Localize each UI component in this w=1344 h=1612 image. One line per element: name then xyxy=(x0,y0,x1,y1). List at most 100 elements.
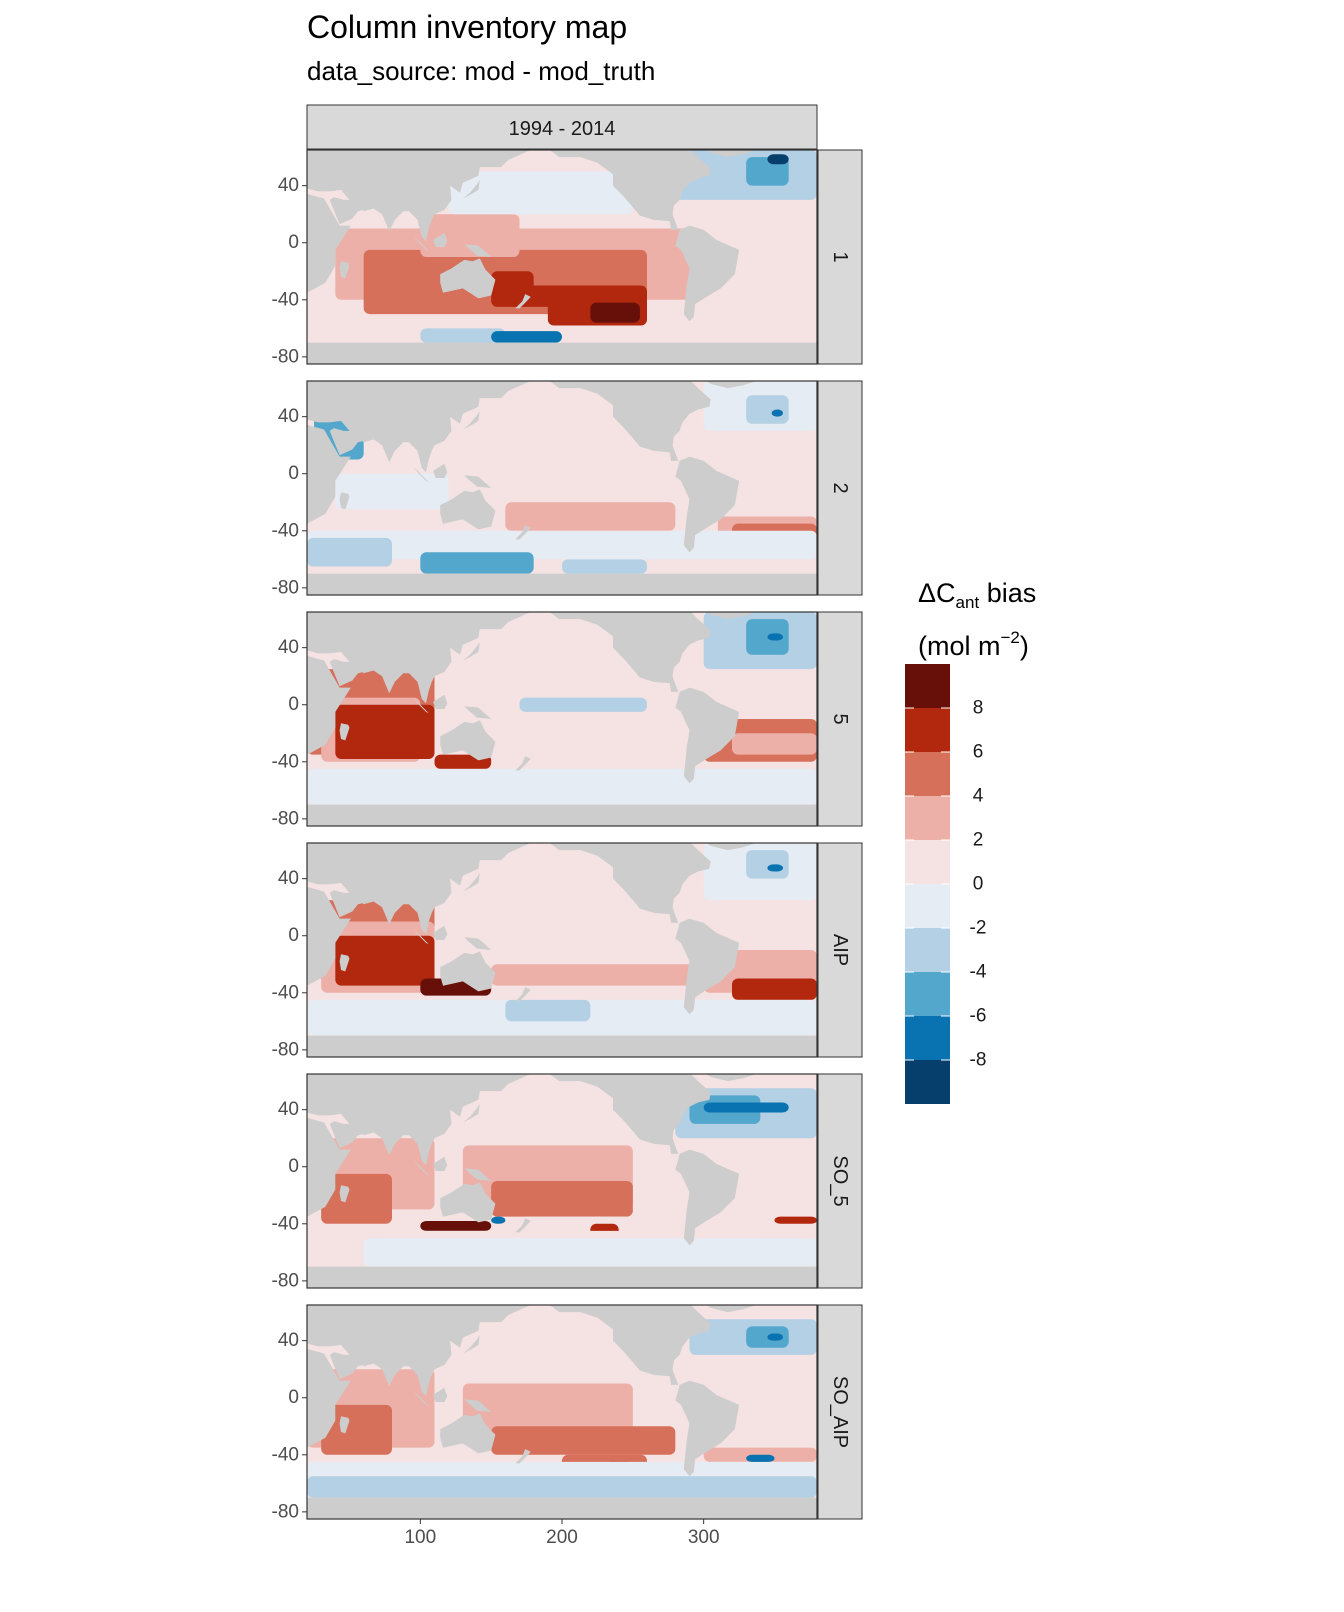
land-madagascar xyxy=(339,954,350,972)
land-nz xyxy=(515,294,531,309)
bias-band xyxy=(746,1326,789,1348)
bias-band xyxy=(771,409,783,417)
land-antarctica xyxy=(307,1266,817,1288)
legend-bin xyxy=(905,664,950,708)
land-north_america xyxy=(549,381,711,461)
y-tick-label: -40 xyxy=(272,1444,299,1465)
y-tick-label: -40 xyxy=(272,289,299,310)
land-borneo xyxy=(433,232,448,247)
land-borneo xyxy=(433,1156,448,1171)
legend-label: 4 xyxy=(973,786,984,807)
bias-band xyxy=(307,1476,817,1498)
legend-label: -4 xyxy=(970,962,987,983)
land-new_guinea xyxy=(464,706,492,719)
land-borneo xyxy=(433,694,448,709)
legend-unit: (mol m−2) xyxy=(918,628,1029,662)
y-tick-label: 0 xyxy=(288,232,299,253)
land-new_guinea xyxy=(464,244,492,257)
land-arabia xyxy=(329,890,364,918)
map-panel-3: 5 40 0 -40 -80 xyxy=(272,611,863,829)
bias-band xyxy=(335,473,449,510)
y-tick-label: -80 xyxy=(272,1039,299,1060)
legend-title: ΔCant bias xyxy=(918,578,1036,613)
bias-band xyxy=(462,1383,633,1441)
y-tick-label: 0 xyxy=(288,694,299,715)
land-new_guinea xyxy=(464,937,492,950)
bias-band xyxy=(767,1333,783,1341)
land-south_america xyxy=(675,225,740,322)
bias-band xyxy=(767,864,783,872)
land-japan xyxy=(462,1104,480,1123)
legend-bin xyxy=(905,1016,950,1060)
bias-band xyxy=(732,978,817,1000)
land-madagascar xyxy=(339,261,350,279)
y-tick-label: 40 xyxy=(278,175,299,196)
bias-band xyxy=(746,619,789,655)
land-north_america xyxy=(549,612,711,692)
y-tick-label: 0 xyxy=(288,925,299,946)
land-south_america xyxy=(675,687,740,784)
facet-strip-label: AIP xyxy=(829,934,851,966)
map-panel-plot xyxy=(307,612,817,826)
facet-strip-right xyxy=(817,842,863,1058)
land-europe_asia xyxy=(307,1074,531,1166)
x-tick-label: 300 xyxy=(688,1527,720,1548)
y-tick-label: -80 xyxy=(272,808,299,829)
land-europe_asia xyxy=(307,612,531,704)
land-south_america xyxy=(675,1380,740,1477)
land-madagascar xyxy=(339,1185,350,1203)
bias-band xyxy=(746,850,789,879)
plot-subtitle: data_source: mod - mod_truth xyxy=(307,56,656,86)
y-tick-label: -80 xyxy=(272,577,299,598)
land-borneo xyxy=(433,463,448,478)
bias-band xyxy=(491,733,704,762)
legend-label: -8 xyxy=(970,1050,987,1071)
land-nz xyxy=(515,1449,531,1464)
land-antarctica xyxy=(307,573,817,595)
land-madagascar xyxy=(339,723,350,741)
y-tick-label: -80 xyxy=(272,1270,299,1291)
land-nz xyxy=(515,525,531,540)
land-japan xyxy=(462,642,480,661)
map-panel-1: 1 40 0 -40 -80 xyxy=(272,149,863,367)
legend-title-main: ΔC xyxy=(918,578,956,608)
land-japan xyxy=(462,180,480,199)
bias-band xyxy=(491,1216,506,1224)
land-north_america xyxy=(549,1074,711,1154)
map-panel-plot xyxy=(307,150,817,364)
bias-band xyxy=(335,935,435,986)
x-tick-label: 100 xyxy=(404,1527,436,1548)
bias-band xyxy=(703,1102,789,1113)
y-tick-label: 40 xyxy=(278,637,299,658)
land-antarctica xyxy=(307,1035,817,1057)
facet-strip-right xyxy=(817,1304,863,1520)
facet-strip-right xyxy=(817,1073,863,1289)
map-panel-5: SO_5 40 0 -40 -80 xyxy=(272,1073,863,1291)
panel-border xyxy=(306,611,818,827)
land-australia xyxy=(440,258,496,299)
facet-strip-right xyxy=(817,611,863,827)
land-europe_asia xyxy=(307,843,531,935)
bias-band xyxy=(491,1181,633,1217)
facet-strip-label: SO_AIP xyxy=(829,1376,851,1448)
bias-band xyxy=(491,964,704,986)
facet-strip-label: SO_5 xyxy=(829,1155,851,1206)
land-japan xyxy=(462,873,480,892)
land-greenland xyxy=(706,381,757,389)
y-tick-label: -40 xyxy=(272,520,299,541)
bias-band xyxy=(420,214,520,257)
bias-band xyxy=(321,1404,392,1455)
land-new_guinea xyxy=(464,1168,492,1181)
land-sumatra xyxy=(413,1390,429,1407)
y-tick-label: 40 xyxy=(278,406,299,427)
bias-band xyxy=(321,1173,392,1224)
bias-band xyxy=(732,733,817,755)
legend-title-sub: ant xyxy=(955,593,980,612)
land-africa xyxy=(307,886,351,986)
land-antarctica xyxy=(307,804,817,826)
legend-label: 0 xyxy=(973,874,984,895)
plot-title: Column inventory map xyxy=(307,9,628,45)
land-australia xyxy=(440,720,496,761)
land-sumatra xyxy=(413,1159,429,1176)
